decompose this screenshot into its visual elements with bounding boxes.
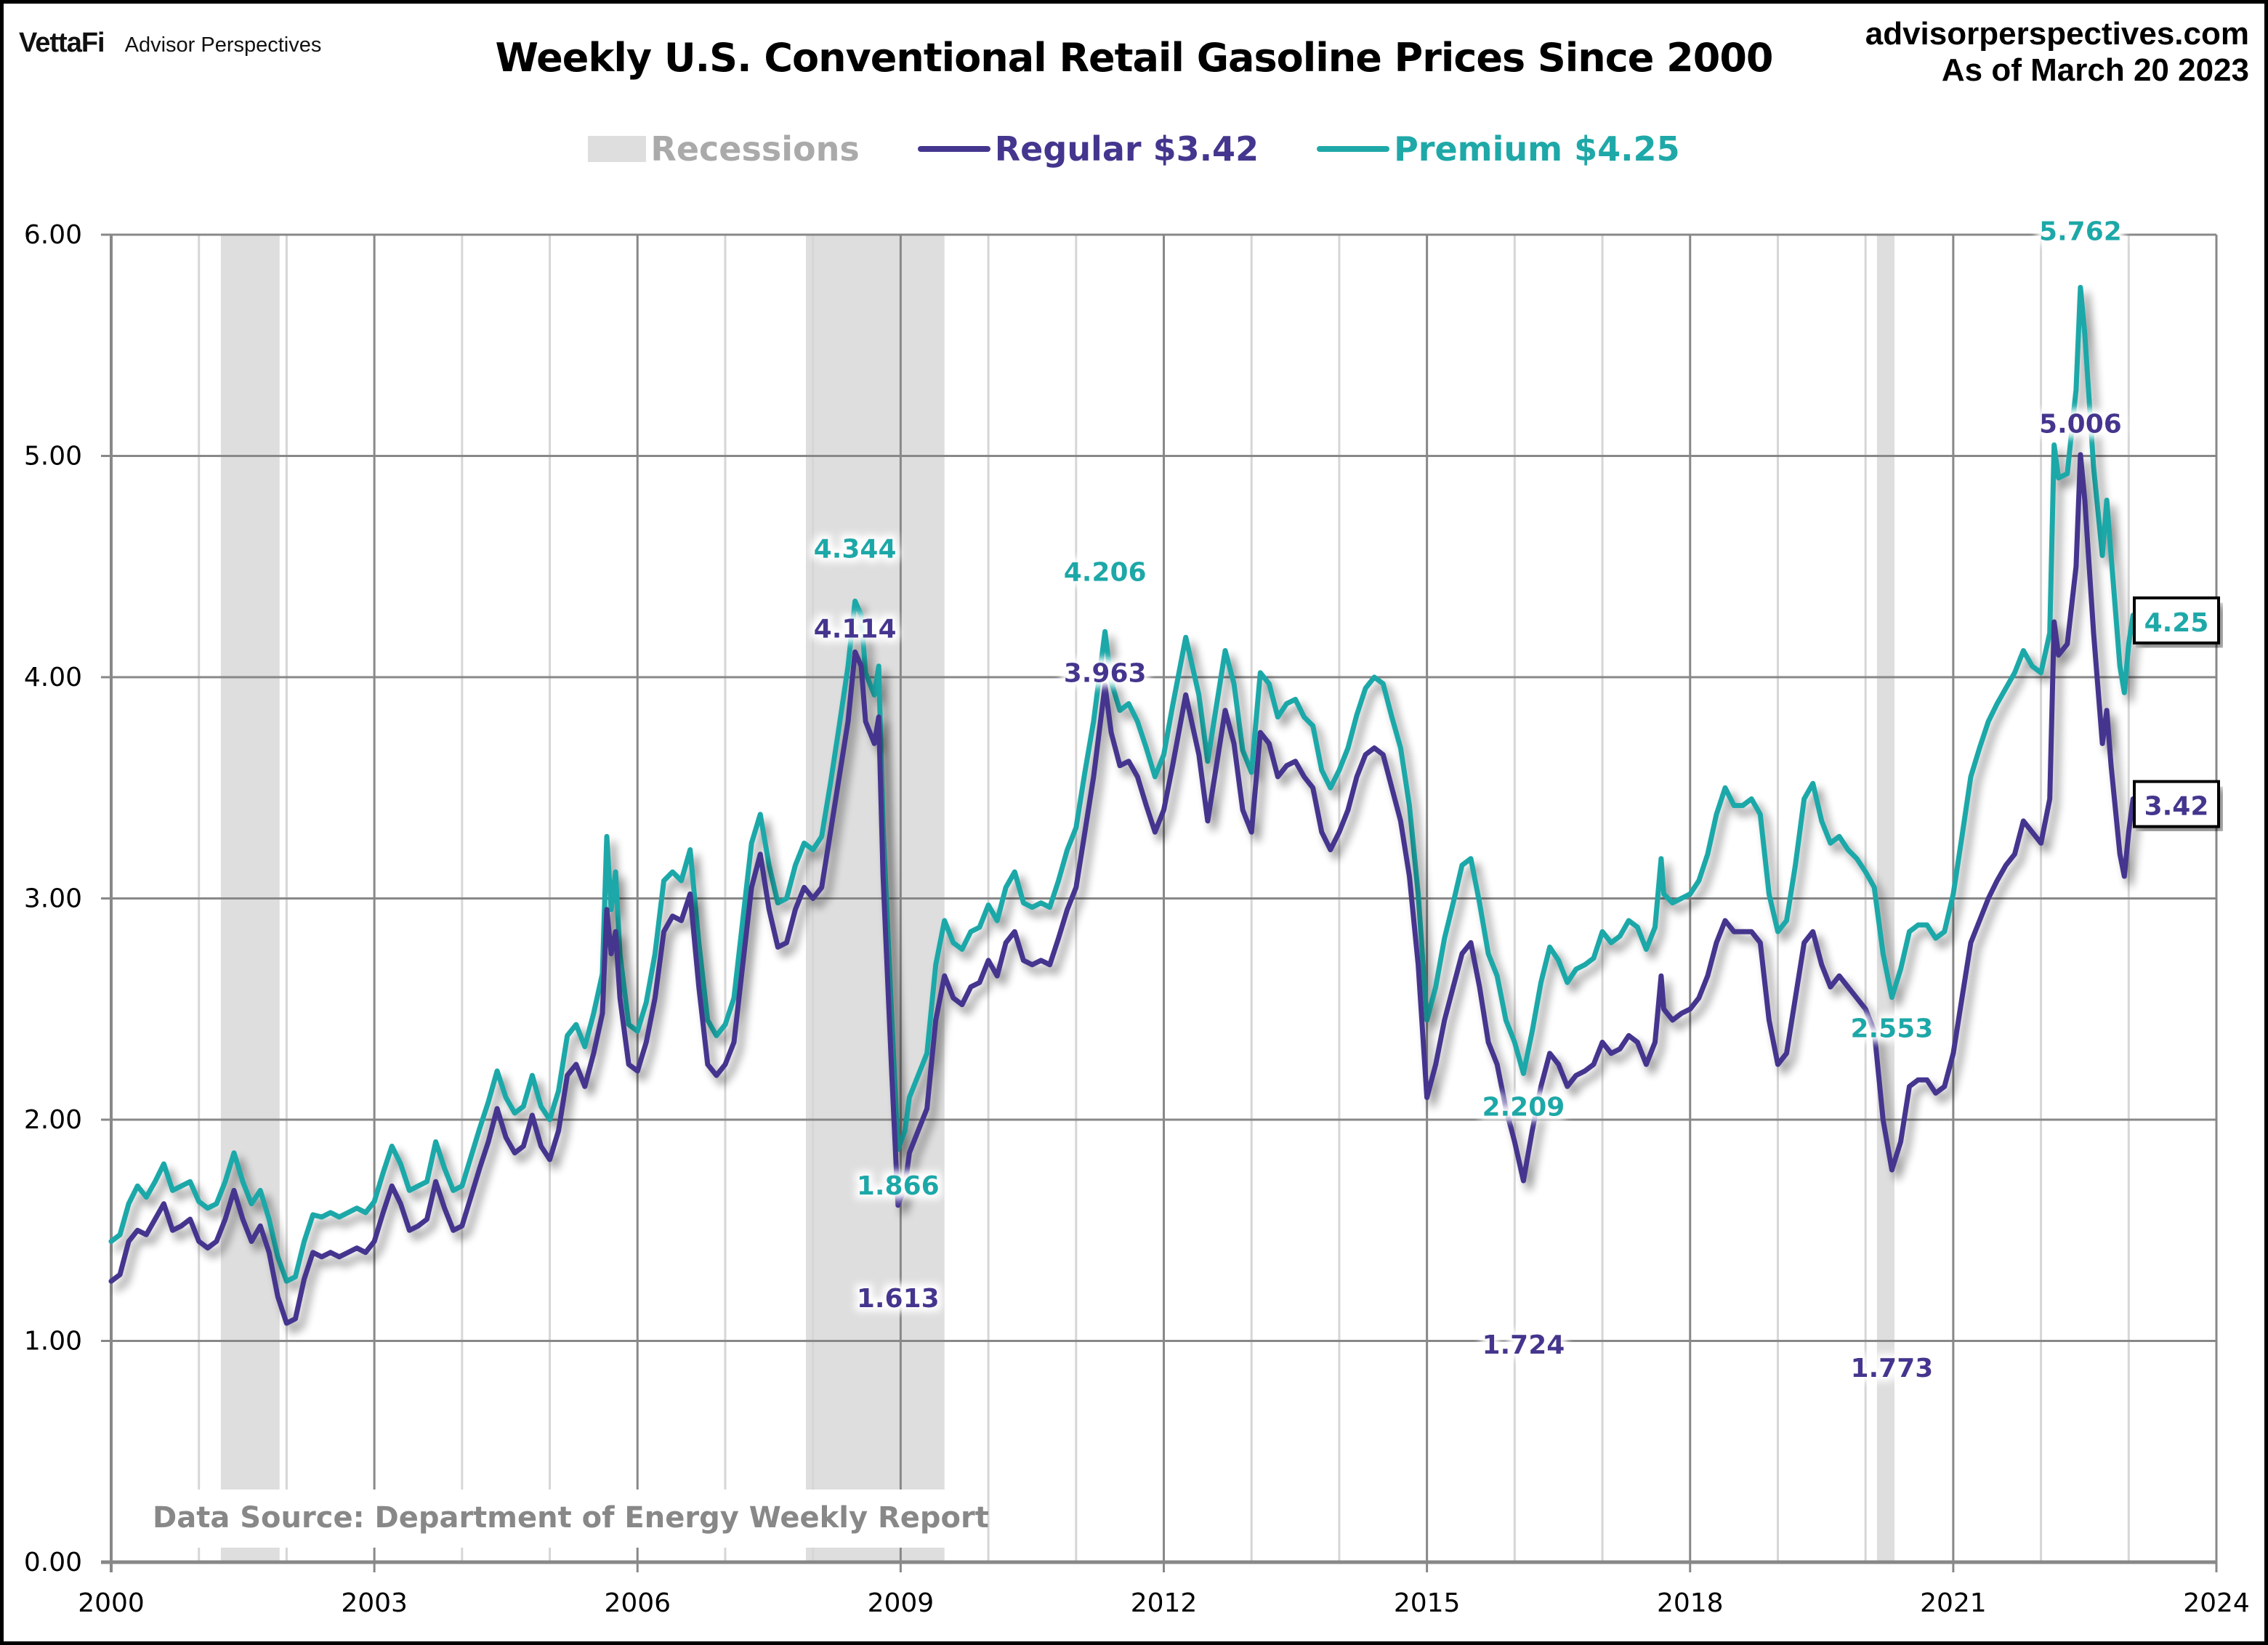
peak-label-premium: 2.553 [1850, 1014, 1933, 1044]
x-tick-label: 2018 [1657, 1588, 1724, 1618]
y-tick-label: 3.00 [24, 884, 82, 914]
axes: 0.00 1.00 2.00 3.00 4.00 5.00 6.00 2000 2003 2006… [24, 220, 2250, 1618]
peak-label-regular: 4.114 [814, 614, 897, 644]
peak-label-regular: 1.724 [1482, 1330, 1565, 1360]
x-tick-label: 2006 [604, 1588, 671, 1618]
end-label-regular: 3.42 [2144, 792, 2209, 822]
end-label-box-premium [2133, 596, 2220, 644]
legend-item-recessions: Recessions [588, 129, 860, 169]
end-label-premium: 4.25 [2144, 608, 2209, 638]
series-line-premium [108, 285, 2151, 1284]
regular-line-swatch [917, 146, 990, 152]
y-tick-label: 0.00 [24, 1548, 82, 1577]
vettafi-logo: VettaFi [19, 28, 105, 58]
series-lines [108, 285, 2155, 1326]
x-tick-label: 2012 [1131, 1588, 1198, 1618]
x-tick-label: 2009 [868, 1588, 935, 1618]
peak-annotations: 4.344 4.114 1.866 1.613 4.206 3.963 2.209 1.724… [814, 217, 2122, 1383]
y-tick-label: 1.00 [24, 1327, 82, 1357]
end-value-labels: 4.25 3.42 [2133, 596, 2220, 828]
legend-label-regular: Regular $3.42 [994, 129, 1259, 169]
peak-label-regular: 5.006 [2039, 410, 2122, 440]
site-info: advisorperspectives.com As of March 20 2… [1865, 16, 2249, 89]
brand-subtitle: Advisor Perspectives [124, 33, 322, 57]
peak-label-regular: 1.773 [1850, 1354, 1933, 1383]
x-tick-label: 2003 [341, 1588, 408, 1618]
legend-item-regular: Regular $3.42 [917, 129, 1259, 169]
site-url: advisorperspectives.com [1865, 16, 2249, 52]
peak-label-premium: 1.866 [857, 1171, 940, 1201]
chart-legend: Recessions Regular $3.42 Premium $4.25 [0, 129, 2268, 169]
source-note: Data Source: Department of Energy Weekly… [153, 1501, 989, 1535]
y-tick-label: 4.00 [24, 663, 82, 692]
legend-item-premium: Premium $4.25 [1317, 129, 1680, 169]
x-tick-label: 2021 [1920, 1588, 1987, 1618]
source-note-bg [145, 1490, 952, 1548]
peak-label-premium: 5.762 [2039, 217, 2122, 246]
chart-title: Weekly U.S. Conventional Retail Gasoline… [495, 35, 1774, 81]
as-of-date: As of March 20 2023 [1941, 52, 2249, 88]
peak-label-regular: 1.613 [857, 1284, 940, 1314]
x-tick-label: 2000 [78, 1588, 145, 1618]
peak-label-premium: 4.206 [1064, 557, 1147, 587]
series-line-regular [108, 452, 2151, 1326]
peak-label-premium: 4.344 [814, 534, 897, 564]
peak-label-regular: 3.963 [1064, 658, 1147, 688]
y-tick-label: 6.00 [24, 220, 82, 250]
y-tick-label: 5.00 [24, 442, 82, 472]
legend-label-premium: Premium $4.25 [1394, 129, 1680, 169]
grid-lines [101, 233, 2218, 1562]
end-label-box-regular [2133, 780, 2220, 828]
legend-label-recessions: Recessions [650, 129, 860, 169]
x-tick-label: 2015 [1394, 1588, 1461, 1618]
brand: VettaFi Advisor Perspectives [19, 28, 321, 59]
x-tick-label: 2024 [2183, 1588, 2250, 1618]
recession-swatch [588, 136, 647, 162]
premium-line-swatch [1317, 146, 1390, 152]
peak-label-premium: 2.209 [1482, 1092, 1565, 1122]
y-tick-label: 2.00 [24, 1105, 82, 1135]
source-note-group: Data Source: Department of Energy Weekly… [145, 1490, 989, 1548]
